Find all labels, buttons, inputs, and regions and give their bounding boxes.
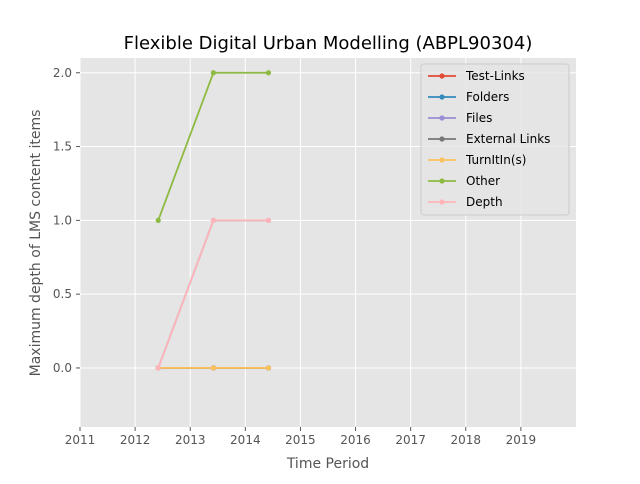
legend-marker — [439, 199, 445, 205]
legend-label: Files — [466, 111, 492, 125]
y-tick-label: 1.5 — [53, 140, 72, 154]
data-point — [265, 365, 272, 371]
legend-items: Test-Links Folders Files External Links Turn… — [428, 69, 550, 209]
legend-entry: Files — [428, 111, 492, 125]
data-series — [155, 70, 272, 371]
legend-label: Other — [466, 174, 500, 188]
x-tick-label: 2012 — [120, 433, 151, 447]
legend-marker — [439, 115, 445, 121]
data-point — [210, 217, 216, 223]
x-axis-label: Time Period — [286, 456, 369, 472]
legend-marker — [439, 157, 445, 163]
legend-label: Depth — [466, 195, 503, 209]
legend-marker — [439, 73, 445, 79]
legend-entry: External Links — [428, 132, 550, 146]
x-tick-label: 2014 — [230, 433, 261, 447]
legend-label: External Links — [466, 132, 550, 146]
legend-frame — [420, 63, 570, 216]
y-tick-label: 1.0 — [53, 213, 72, 227]
legend-marker — [439, 178, 445, 184]
legend: Test-Links Folders Files External Links Turn… — [420, 63, 570, 216]
series-depth — [155, 217, 272, 371]
data-point — [265, 70, 272, 76]
x-tick-label: 2013 — [175, 433, 206, 447]
legend-marker — [439, 94, 445, 100]
x-tick-label: 2016 — [340, 433, 371, 447]
legend-label: TurnItIn(s) — [465, 153, 526, 167]
legend-label: Folders — [466, 90, 509, 104]
data-point — [155, 365, 161, 371]
data-point — [155, 217, 161, 223]
data-point — [210, 70, 216, 76]
x-tick-label: 2015 — [285, 433, 316, 447]
legend-entry: TurnItIn(s) — [428, 153, 526, 167]
legend-entry: Test-Links — [428, 69, 525, 83]
legend-entry: Folders — [428, 90, 509, 104]
x-tick-label: 2017 — [395, 433, 426, 447]
legend-entry: Depth — [428, 195, 503, 209]
legend-label: Test-Links — [465, 69, 525, 83]
x-tick-label: 2018 — [451, 433, 482, 447]
y-axis-label: Maximum depth of LMS content items — [28, 110, 44, 377]
legend-entry: Other — [428, 174, 500, 188]
series-other — [155, 70, 272, 223]
y-tick-label: 2.0 — [53, 66, 72, 80]
chart-title: Flexible Digital Urban Modelling (ABPL90… — [124, 33, 533, 54]
x-tick-label: 2019 — [506, 433, 537, 447]
axis-ticks: 2011 2012 2013 2014 2015 2016 2017 2018 2019 0.0 0… — [53, 66, 536, 447]
data-point — [210, 365, 216, 371]
legend-marker — [439, 136, 445, 142]
x-tick-label: 2011 — [65, 433, 96, 447]
y-tick-label: 0.5 — [53, 287, 72, 301]
y-tick-label: 0.0 — [53, 361, 72, 375]
series-turnitin-s — [155, 365, 272, 371]
data-point — [265, 217, 272, 223]
